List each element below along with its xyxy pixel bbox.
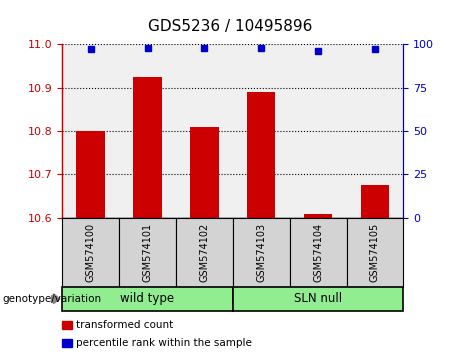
Text: genotype/variation: genotype/variation xyxy=(2,294,101,304)
Text: GSM574102: GSM574102 xyxy=(199,223,209,282)
Bar xyxy=(361,185,389,218)
Bar xyxy=(133,77,162,218)
Bar xyxy=(247,92,276,218)
Text: GSM574101: GSM574101 xyxy=(142,223,153,282)
Text: GSM574104: GSM574104 xyxy=(313,223,323,282)
Text: GSM574105: GSM574105 xyxy=(370,223,380,282)
Text: percentile rank within the sample: percentile rank within the sample xyxy=(76,338,252,348)
Bar xyxy=(304,214,332,218)
Text: GSM574100: GSM574100 xyxy=(86,223,96,282)
Text: GDS5236 / 10495896: GDS5236 / 10495896 xyxy=(148,19,313,34)
Text: transformed count: transformed count xyxy=(76,320,173,330)
Text: wild type: wild type xyxy=(120,292,175,305)
Text: SLN null: SLN null xyxy=(294,292,342,305)
Bar xyxy=(190,127,219,218)
Text: GSM574103: GSM574103 xyxy=(256,223,266,282)
Bar xyxy=(77,131,105,218)
